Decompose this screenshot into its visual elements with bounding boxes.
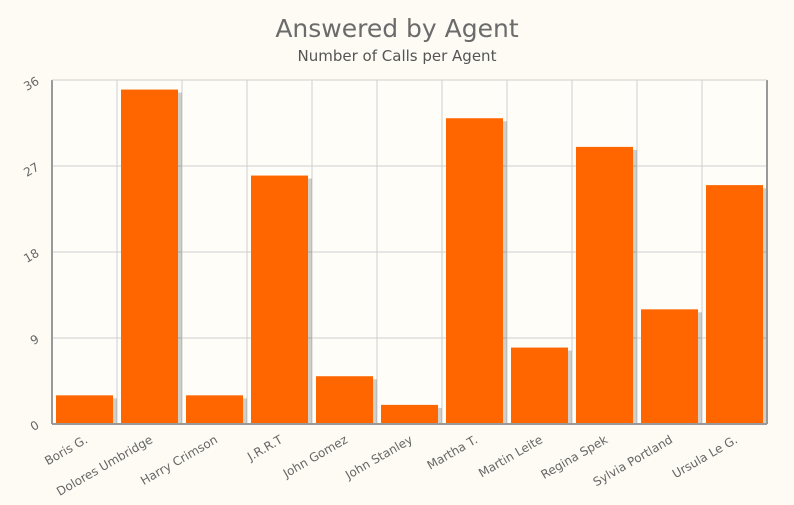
- chart-title: Answered by Agent: [275, 14, 519, 43]
- bars: [56, 89, 767, 425]
- bar: [576, 146, 633, 424]
- bar: [381, 404, 438, 424]
- x-category-label: John Gomez: [280, 432, 350, 481]
- y-tick-label: 27: [21, 160, 41, 180]
- x-category-label: Martha T.: [425, 432, 480, 472]
- bar: [706, 185, 763, 424]
- bar: [641, 309, 698, 424]
- y-tick-label: 0: [28, 418, 42, 434]
- y-tick-label: 36: [21, 74, 41, 94]
- y-tick-label: 9: [28, 332, 42, 348]
- bar: [446, 118, 503, 424]
- x-category-label: Martin Leite: [476, 432, 545, 480]
- x-category-label: Boris G.: [42, 432, 90, 468]
- bar: [121, 89, 178, 425]
- y-tick-label: 18: [21, 246, 41, 266]
- bar: [316, 376, 373, 424]
- x-category-label: J.R.R.T: [244, 432, 285, 464]
- bar: [56, 395, 113, 424]
- x-category-label: John Stanley: [342, 432, 415, 482]
- axes: [51, 79, 768, 425]
- bar: [511, 347, 568, 424]
- bar: [186, 395, 243, 424]
- chart-subtitle: Number of Calls per Agent: [297, 47, 497, 65]
- y-tick-labels: 0 9 18 27 36: [21, 74, 41, 434]
- x-category-label: Ursula Le G.: [670, 432, 740, 481]
- bar: [251, 175, 308, 424]
